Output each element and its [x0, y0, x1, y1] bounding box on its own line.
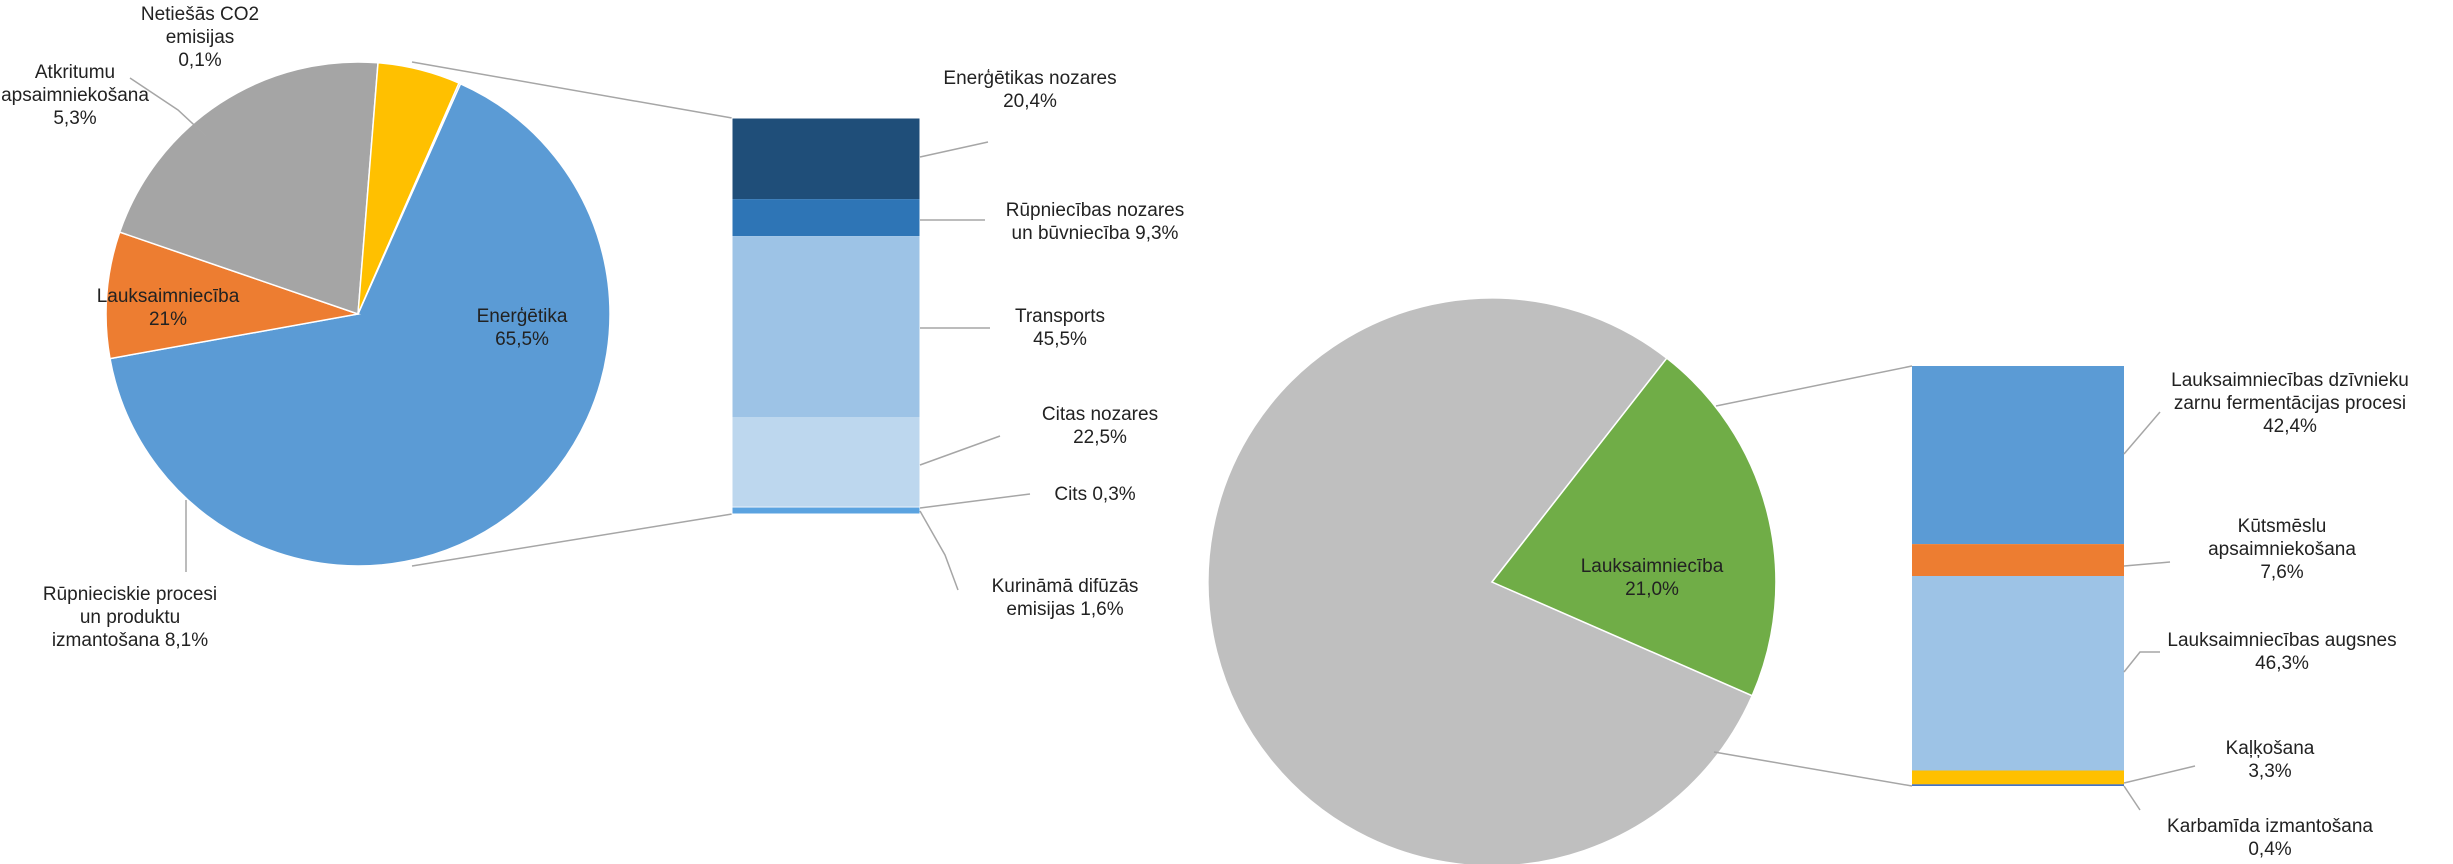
- bar-segment-karbamida-izmantosana: [1912, 784, 2124, 786]
- pie-label-atkritumu: Atkritumu apsaimniekošana 5,3%: [1, 62, 149, 129]
- bar-segment-transports: [732, 236, 920, 417]
- leader-energetikas-nozares: [919, 141, 989, 158]
- connector-bottom-2: [1713, 751, 1913, 787]
- pie-slice-netiesas-co2-emisijas: [357, 82, 462, 315]
- pie-label-rupnieciskie-procesi: Rūpnieciskie procesi un produktu izmantoša…: [43, 584, 217, 651]
- pie-slice-remaining: [1207, 297, 1754, 864]
- leader-kalkosana: [2123, 765, 2196, 784]
- bar-segment-energetikas-nozares: [732, 118, 920, 200]
- pie-label-energetika: Enerģētika 65,5%: [477, 306, 568, 350]
- leader-augsnes: [2123, 651, 2160, 673]
- bar-label-rupniecibas-nozares: Rūpniecības nozares un būvniecība 9,3%: [1006, 200, 1185, 244]
- connector-bottom: [411, 513, 733, 567]
- leader-citas-nozares: [919, 435, 1001, 466]
- leader-cits: [919, 493, 1031, 509]
- bar-segment-lauksaimniecibas-dzivnieku-zarnu-fermentacijas-procesi: [1912, 366, 2124, 545]
- bar-segment-kalkosana: [1912, 770, 2124, 785]
- leader-kutsmeslu: [2123, 561, 2171, 567]
- pie-label-netiesas-co2: Netiešās CO2 emisijas 0,1%: [141, 4, 259, 71]
- pie-label-lauksaimnieciba-2: Lauksaimniecība 21,0%: [1581, 556, 1724, 600]
- bar-label-zarnu-fermentacija: Lauksaimniecības dzīvnieku zarnu fermentā…: [2171, 370, 2409, 437]
- pie-label-lauksaimnieciba: Lauksaimniecība 21%: [97, 286, 240, 330]
- bar-label-citas-nozares: Citas nozares 22,5%: [1042, 404, 1158, 448]
- bar-label-kutsmeslu: Kūtsmēslu apsaimniekošana 7,6%: [2208, 516, 2356, 583]
- bar-label-augsnes: Lauksaimniecības augsnes 46,3%: [2167, 630, 2396, 674]
- breakdown-bar-outline: [731, 117, 921, 515]
- bar-segment-citas-nozares: [732, 417, 920, 507]
- leader-kurinama-difuzas: [919, 510, 959, 591]
- energy-pie-of-bar-chart: Enerģētika 65,5% Lauksaimniecība 21% Rūpniec…: [1, 4, 1184, 651]
- pie-slice-lauksaimnieciba: [118, 61, 379, 316]
- pie-slice-energetika: [109, 82, 611, 567]
- bar-segment-kutsmeslu-apsaimniekosana: [1912, 544, 2124, 576]
- bar-label-transports: Transports 45,5%: [1015, 306, 1105, 350]
- bar-segment-kurinama-difuzas-emisijas: [732, 507, 920, 514]
- pie-slice-lauksaimnieciba: [1490, 357, 1777, 697]
- pie-slice-rupnieciskie-procesi-un-produktu-izmantosana: [105, 231, 361, 360]
- leader-karbamida: [2123, 785, 2141, 811]
- leader-atkritumu: [129, 77, 207, 137]
- bar-segment-rupniecibas-nozares-un-buvnieciba: [732, 199, 920, 237]
- connector-top-2: [1715, 365, 1913, 407]
- connector-top: [411, 61, 733, 119]
- bar-label-karbamida: Karbamīda izmantošana 0,4%: [2167, 816, 2373, 860]
- bar-label-kalkosana: Kaļķošana 3,3%: [2226, 738, 2315, 782]
- agriculture-pie-of-bar-chart: Lauksaimniecība 21,0% Lauksaimniecības dzī…: [1207, 297, 2409, 864]
- bar-segment-lauksaimniecibas-augsnes: [1912, 576, 2124, 771]
- bar-label-kurinama-difuzas: Kurināmā difūzās emisijas 1,6%: [992, 576, 1139, 620]
- bar-segment-cits: [732, 506, 920, 508]
- leader-zarnu-fermentacija: [2123, 411, 2161, 455]
- bar-label-energetikas-nozares: Enerģētikas nozares 20,4%: [943, 68, 1116, 112]
- bar-label-cits: Cits 0,3%: [1054, 484, 1135, 505]
